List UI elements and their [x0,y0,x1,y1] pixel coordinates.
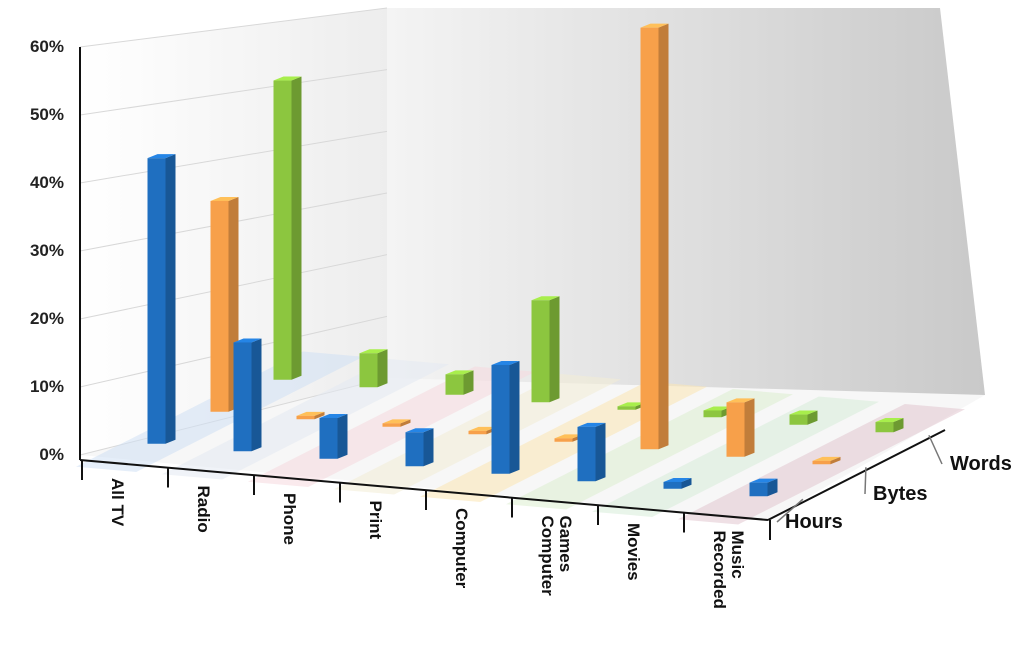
bar-hours-movies [663,477,692,489]
bar-words-movies [789,410,818,425]
bar-hours-radio [233,338,262,452]
bar-bytes-recorded-music [812,456,841,465]
bar-hours-recorded-music [749,478,778,497]
category-label: All TV [108,478,127,527]
y-tick-label: 50% [30,105,64,124]
series-labels: Hours Bytes Words [776,434,1012,533]
bar-bytes-computer-games [640,23,669,450]
gridline [79,130,388,184]
bar-hours-phone [319,413,348,459]
bar-words-print [531,296,560,403]
bar-hours-print [405,428,434,467]
x-axis-line [79,459,769,521]
category-label: Recorded [710,531,729,609]
bar-bytes-radio [296,411,325,420]
y-tick-label: 10% [30,377,64,396]
category-label: Music [728,531,747,579]
y-tick-label: 0% [39,445,64,464]
category-label: Computer [538,516,557,597]
series-guide-line [776,498,804,523]
bars [147,23,904,497]
back-wall [387,8,985,395]
bar-hours-computer [491,360,520,474]
category-label: Radio [194,486,213,533]
bar-bytes-phone [382,419,411,427]
category-labels: All TV Radio Phone Print Computer Computer Gam… [108,478,747,609]
y-tick-label: 30% [30,241,64,260]
y-tick-label: 60% [30,37,64,56]
bar-words-recorded-music [875,418,904,433]
bar-hours-all-tv [147,154,176,444]
series-label-bytes: Bytes [873,483,927,505]
x-axis-ticks [81,460,771,540]
category-label: Games [556,516,575,573]
category-label: Phone [280,493,299,545]
category-label: Movies [624,523,643,581]
bar-hours-computer-games [577,422,606,482]
bar-bytes-movies [726,398,755,457]
bar-words-radio [359,349,388,388]
category-label: Print [366,501,385,540]
bar-words-phone [445,370,474,395]
gridline [79,7,388,48]
series-guide-line [928,434,943,465]
bar-words-all-tv [273,76,302,380]
gridline [79,69,388,116]
y-axis-ticks: 0% 10% 20% 30% 40% 50% 60% [30,37,64,464]
y-tick-label: 40% [30,173,64,192]
depth-axis-line [767,429,946,521]
y-tick-label: 20% [30,309,64,328]
series-guide-line [864,467,867,495]
series-label-words: Words [950,453,1012,475]
category-label: Computer [452,508,471,589]
series-label-hours: Hours [785,511,843,533]
